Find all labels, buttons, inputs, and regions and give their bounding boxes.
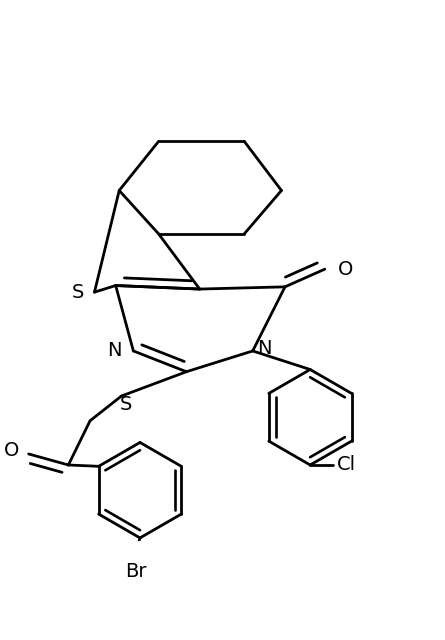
Text: S: S xyxy=(120,396,132,414)
Text: S: S xyxy=(72,283,84,301)
Text: N: N xyxy=(108,342,122,360)
Text: Br: Br xyxy=(125,562,146,581)
Text: O: O xyxy=(4,441,19,460)
Text: O: O xyxy=(338,260,353,278)
Text: Cl: Cl xyxy=(337,456,356,474)
Text: N: N xyxy=(257,339,271,358)
